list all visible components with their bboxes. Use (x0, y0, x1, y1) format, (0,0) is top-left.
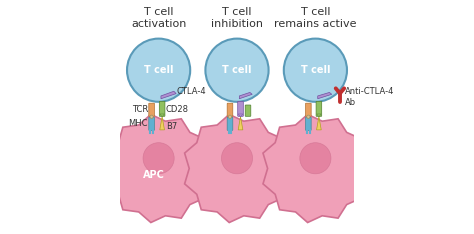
FancyBboxPatch shape (245, 105, 251, 116)
Polygon shape (238, 117, 243, 130)
FancyBboxPatch shape (237, 101, 243, 116)
Polygon shape (161, 91, 176, 99)
FancyBboxPatch shape (227, 117, 233, 130)
FancyBboxPatch shape (227, 103, 233, 116)
Polygon shape (239, 92, 252, 99)
FancyBboxPatch shape (306, 117, 311, 130)
Text: T cell: T cell (222, 65, 252, 75)
Text: T cell: T cell (144, 65, 173, 75)
Text: CD28: CD28 (165, 105, 189, 114)
FancyBboxPatch shape (159, 101, 165, 116)
Polygon shape (263, 114, 370, 223)
Polygon shape (238, 114, 243, 117)
Text: B7: B7 (165, 122, 177, 131)
Polygon shape (106, 114, 213, 223)
Circle shape (228, 115, 232, 118)
Polygon shape (160, 114, 164, 117)
Text: T cell
inhibition: T cell inhibition (211, 7, 263, 29)
Text: APC: APC (143, 170, 165, 180)
Text: T cell: T cell (301, 65, 330, 75)
Circle shape (221, 143, 253, 174)
Text: Anti-CTLA-4
Ab: Anti-CTLA-4 Ab (345, 87, 394, 107)
Circle shape (150, 115, 153, 118)
Text: MHC: MHC (128, 119, 148, 128)
Text: T cell
remains active: T cell remains active (274, 7, 356, 29)
Circle shape (127, 39, 190, 102)
FancyBboxPatch shape (149, 117, 155, 130)
Circle shape (300, 143, 331, 174)
FancyBboxPatch shape (306, 103, 311, 116)
Text: CTLA-4: CTLA-4 (177, 87, 206, 96)
Polygon shape (317, 114, 321, 117)
Polygon shape (184, 114, 292, 223)
Circle shape (143, 143, 174, 174)
Polygon shape (317, 117, 321, 130)
Circle shape (284, 39, 347, 102)
Text: TCR: TCR (132, 105, 148, 114)
Text: T cell
activation: T cell activation (131, 7, 186, 29)
FancyBboxPatch shape (316, 101, 322, 116)
Polygon shape (318, 92, 332, 99)
Circle shape (205, 39, 269, 102)
Circle shape (307, 115, 310, 118)
Polygon shape (160, 117, 164, 130)
FancyBboxPatch shape (149, 103, 155, 116)
